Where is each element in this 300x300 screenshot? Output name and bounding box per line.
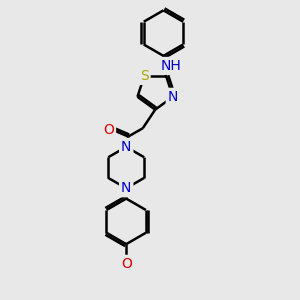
Text: O: O bbox=[103, 123, 114, 137]
Text: N: N bbox=[121, 181, 131, 195]
Text: NH: NH bbox=[160, 59, 182, 73]
Text: S: S bbox=[140, 69, 148, 83]
Text: N: N bbox=[168, 90, 178, 104]
Text: O: O bbox=[121, 257, 132, 271]
Text: N: N bbox=[121, 140, 131, 154]
